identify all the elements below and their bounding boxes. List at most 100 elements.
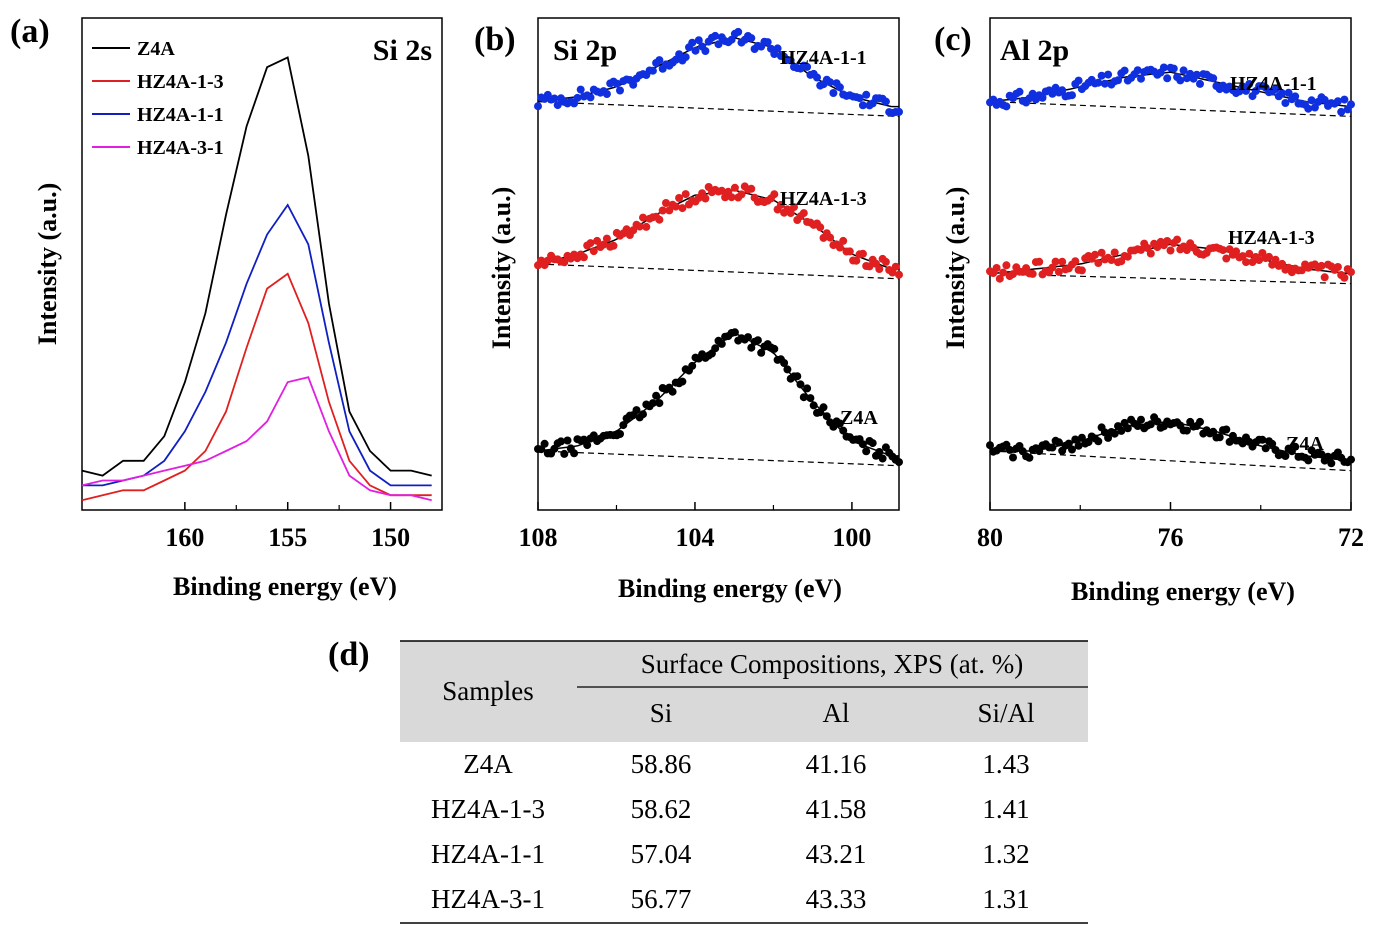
data-point-hz4a-1-1 [1104, 70, 1113, 79]
legend-label-z4a: Z4A [137, 38, 175, 60]
data-point-z4a [858, 440, 867, 449]
data-point-hz4a-1-1 [803, 62, 812, 71]
table-cell-sample: HZ4A-1-3 [431, 794, 545, 824]
data-point-hz4a-1-3 [776, 200, 785, 209]
data-point-hz4a-1-1 [773, 44, 782, 53]
data-point-hz4a-1-3 [1182, 246, 1191, 255]
data-point-hz4a-1-1 [1048, 89, 1057, 98]
data-point-z4a [1123, 424, 1132, 433]
data-point-z4a [1009, 453, 1017, 462]
data-point-hz4a-1-3 [747, 184, 756, 193]
data-point-z4a [1222, 425, 1231, 434]
data-point-hz4a-1-1 [1307, 96, 1316, 105]
panel-b-x-axis-title: Binding energy (eV) [618, 574, 842, 603]
data-point-z4a [560, 449, 569, 458]
data-point-hz4a-1-1 [701, 47, 710, 55]
series-hz4a-1-3 [986, 235, 1355, 285]
data-point-z4a [1146, 420, 1155, 429]
baseline-z4a [537, 450, 900, 467]
baseline-hz4a-1-1 [989, 101, 1352, 117]
panel-a-ticks: 160 155 150 [165, 502, 410, 552]
data-point-hz4a-1-3 [655, 215, 664, 224]
data-point-hz4a-1-1 [602, 90, 611, 98]
data-point-hz4a-1-3 [675, 194, 684, 202]
data-point-hz4a-1-3 [671, 202, 680, 211]
panel-c-x-tick-label-72: 72 [1338, 523, 1364, 552]
legend-label-hz4a-1-3: HZ4A-1-3 [137, 71, 224, 93]
data-point-hz4a-1-3 [845, 247, 854, 256]
data-point-hz4a-1-1 [1163, 74, 1172, 83]
panel-c-letter: (c) [934, 21, 972, 58]
panel-a-x-tick-label-155: 155 [268, 523, 307, 552]
data-point-hz4a-1-3 [642, 222, 651, 231]
data-point-z4a [793, 372, 802, 381]
data-point-hz4a-1-3 [599, 240, 608, 249]
data-point-hz4a-1-1 [1058, 86, 1067, 95]
data-point-hz4a-1-1 [655, 56, 664, 65]
panel-a: (a) 160 155 150 Si 2s Z4A HZ4A-1-3 HZ4A-1-… [10, 13, 443, 601]
panel-a-region-label: Si 2s [373, 34, 432, 67]
data-point-hz4a-1-1 [1068, 91, 1076, 100]
data-point-hz4a-1-3 [1173, 235, 1182, 244]
data-point-hz4a-1-3 [658, 206, 667, 215]
data-point-hz4a-1-3 [770, 190, 779, 199]
data-point-z4a [747, 343, 756, 352]
data-point-hz4a-1-3 [786, 209, 795, 217]
data-point-z4a [1104, 433, 1113, 442]
data-point-z4a [711, 344, 720, 353]
data-point-hz4a-1-1 [694, 36, 703, 45]
data-point-hz4a-1-3 [1320, 273, 1329, 282]
data-point-hz4a-1-1 [881, 97, 890, 106]
data-point-hz4a-1-3 [1048, 263, 1057, 272]
data-point-hz4a-1-3 [1278, 259, 1287, 268]
panel-d-table: (d) Samples Surface Compositions, XPS (a… [328, 636, 1088, 924]
data-point-hz4a-1-3 [1071, 257, 1080, 266]
data-point-z4a [1005, 445, 1014, 454]
data-point-z4a [1153, 417, 1162, 426]
data-point-hz4a-1-1 [855, 94, 864, 103]
data-point-hz4a-1-3 [835, 243, 844, 252]
panel-d-letter: (d) [328, 636, 370, 673]
series-line-hz4a-3-1 [81, 376, 432, 502]
data-point-hz4a-1-1 [553, 101, 562, 110]
data-point-hz4a-1-3 [717, 186, 726, 195]
data-point-hz4a-1-3 [999, 268, 1008, 277]
data-point-hz4a-1-3 [1222, 254, 1231, 263]
table-cell-al: 43.33 [806, 884, 867, 914]
data-point-z4a [1133, 422, 1142, 430]
table-cell-si: 58.62 [631, 794, 692, 824]
data-point-z4a [730, 328, 739, 337]
table-cell-si: 56.77 [631, 884, 692, 914]
table-row: Z4A 58.86 41.16 1.43 [463, 749, 1029, 779]
data-point-z4a [895, 458, 903, 467]
data-point-hz4a-1-1 [1176, 76, 1185, 85]
panel-b-label-z4a: Z4A [840, 407, 878, 429]
data-point-z4a [540, 439, 549, 448]
panel-b-letter: (b) [474, 21, 516, 58]
panel-b-label-hz4a-1-3: HZ4A-1-3 [780, 188, 867, 210]
table-row: HZ4A-1-1 57.04 43.21 1.32 [431, 839, 1030, 869]
panel-c-region-label: Al 2p [1000, 34, 1069, 67]
panel-a-y-axis-title: Intensity (a.u.) [33, 183, 62, 346]
data-point-hz4a-1-1 [727, 35, 736, 44]
data-point-hz4a-1-1 [1120, 66, 1129, 75]
data-point-hz4a-1-1 [550, 94, 559, 103]
data-point-hz4a-1-1 [1347, 100, 1355, 109]
data-point-z4a [875, 448, 884, 456]
table-cell-si-al: 1.43 [982, 749, 1029, 779]
table-row: HZ4A-3-1 56.77 43.33 1.31 [431, 884, 1030, 914]
data-point-hz4a-1-3 [1107, 256, 1116, 264]
data-point-z4a [835, 419, 844, 428]
data-point-hz4a-1-1 [786, 56, 795, 65]
data-point-hz4a-1-1 [1137, 74, 1145, 83]
data-point-hz4a-1-1 [1340, 95, 1349, 104]
data-point-z4a [688, 361, 697, 370]
data-point-hz4a-1-3 [1146, 249, 1155, 258]
data-point-hz4a-1-1 [858, 101, 867, 110]
data-point-z4a [1291, 442, 1300, 451]
data-point-z4a [770, 344, 779, 353]
table-cell-si: 57.04 [631, 839, 692, 869]
data-point-hz4a-1-3 [586, 239, 595, 248]
data-point-hz4a-1-1 [1179, 66, 1188, 75]
data-point-hz4a-1-1 [1002, 102, 1011, 111]
